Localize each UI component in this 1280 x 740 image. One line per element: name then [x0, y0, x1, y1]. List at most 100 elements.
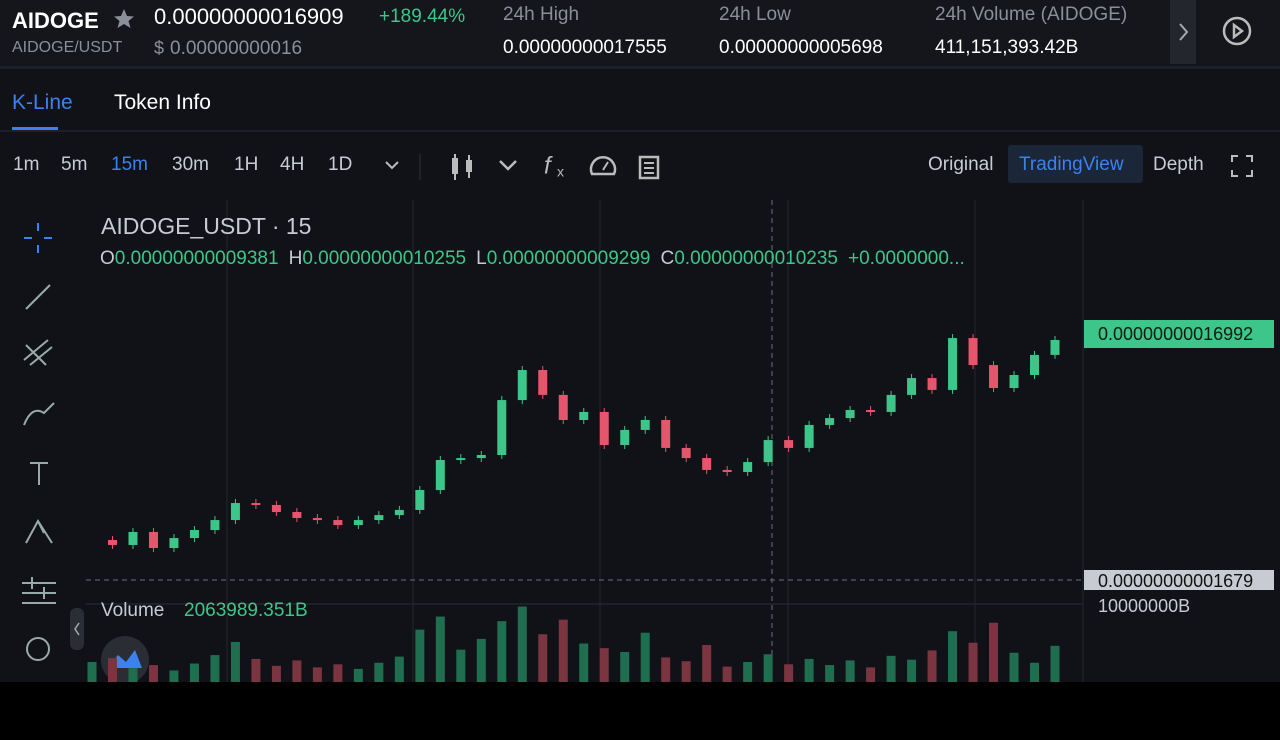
candle-body: [681, 447, 691, 459]
volume-bar: [497, 621, 507, 682]
candle-body: [456, 458, 466, 461]
volume-bar: [251, 658, 261, 682]
volume-bar: [620, 651, 630, 682]
candle-body: [722, 469, 732, 473]
volume-bar: [661, 657, 671, 682]
tab[interactable]: Token Info: [114, 91, 211, 114]
view[interactable]: TradingView: [1019, 154, 1124, 175]
scroll-button[interactable]: [1170, 0, 1196, 64]
volume-bar: [271, 665, 281, 682]
candle-body: [927, 378, 937, 390]
volume-bar: [743, 661, 753, 682]
view-highlight: [1008, 145, 1143, 183]
svg-text:f: f: [544, 152, 553, 179]
symbol: AIDOGE: [12, 8, 99, 33]
candle-body: [394, 509, 404, 516]
volume-bar: [312, 667, 322, 682]
fullscreen[interactable]: [1230, 154, 1254, 178]
volume-bar: [128, 668, 138, 682]
volume-bar: [517, 606, 527, 682]
volume-bar: [374, 662, 384, 682]
volume-bar: [968, 642, 978, 682]
candle-body: [271, 504, 281, 513]
volume-bar: [722, 666, 732, 682]
ohlc-value: 0.00000000009381: [114, 248, 279, 269]
price: 0.00000000016909: [154, 4, 344, 29]
candle-body: [804, 424, 814, 448]
volume-bar: [394, 656, 404, 682]
tab-underline: [12, 127, 58, 130]
view[interactable]: Depth: [1153, 154, 1204, 175]
svg-text:x: x: [557, 164, 564, 180]
drawing-tools[interactable]: [18, 215, 62, 675]
volume-bar: [456, 649, 466, 682]
candle-body: [579, 411, 589, 420]
stat-label: 24h Low: [719, 4, 791, 25]
candle-body: [620, 429, 630, 446]
candle-body: [497, 400, 507, 455]
candle-body: [476, 454, 486, 459]
candle-body: [702, 458, 712, 470]
interval[interactable]: 4H: [280, 154, 305, 175]
play-button[interactable]: [1220, 14, 1254, 48]
volume-value: 2063989.351B: [184, 600, 308, 621]
stat-label: 24h Volume (AIDOGE): [935, 4, 1128, 25]
candle-body: [435, 459, 445, 491]
volume-bar: [476, 638, 486, 682]
favorite-star[interactable]: [112, 7, 136, 31]
candle-body: [169, 538, 179, 549]
cross-tag-bg: [1084, 570, 1274, 590]
pair: AIDOGE/USDT: [12, 39, 123, 56]
view[interactable]: Original: [928, 154, 994, 175]
volume-bar: [948, 631, 958, 682]
tab[interactable]: K-Line: [12, 91, 73, 114]
fiat-price: 0.00000000016: [170, 38, 303, 59]
candle-body: [968, 338, 978, 366]
interval[interactable]: 1H: [234, 154, 259, 175]
volume-bar: [1009, 652, 1019, 682]
grid: [86, 200, 1084, 682]
interval[interactable]: 1m: [13, 154, 40, 175]
volume-bar: [866, 667, 876, 682]
volume-bar: [1030, 662, 1040, 682]
ohlc-value: 0.00000000010255: [302, 248, 467, 269]
candle-body: [763, 440, 773, 463]
interval[interactable]: 5m: [61, 154, 88, 175]
divider: [0, 130, 1280, 132]
candle-body: [107, 539, 117, 545]
price-tag: 0.00000000016992: [1098, 324, 1253, 344]
candle-body: [251, 503, 261, 506]
cross-tag: 0.00000000001679: [1098, 571, 1253, 591]
ohlc-value: 0.00000000009299: [486, 248, 651, 269]
currency: $: [154, 38, 165, 58]
interval[interactable]: 30m: [172, 154, 209, 175]
volume-tick: 10000000B: [1098, 596, 1190, 616]
stat-label: 24h High: [503, 4, 580, 25]
candle-body: [784, 440, 794, 448]
candle-body: [1030, 354, 1040, 375]
interval[interactable]: 1D: [328, 154, 353, 175]
candle-body: [230, 503, 240, 521]
volume-bar: [784, 664, 794, 682]
ohlc-value: 0.00000000010235: [674, 248, 839, 269]
volume-bar: [435, 616, 445, 682]
candle-body: [538, 370, 548, 395]
volume-bar: [415, 629, 425, 682]
collapse-toolbar[interactable]: [70, 608, 84, 650]
volume-bar: [989, 622, 999, 682]
candle-body: [866, 410, 876, 413]
volume-bar: [886, 655, 896, 682]
volume-bar: [169, 670, 179, 682]
volume-bar: [640, 632, 650, 682]
volume-bar: [702, 645, 712, 682]
volume-bar: [148, 665, 158, 682]
candle-body: [312, 517, 322, 521]
interval[interactable]: 15m: [111, 154, 148, 175]
price-tag-bg: [1084, 320, 1274, 348]
candle-body: [292, 512, 302, 518]
candle-body: [210, 520, 220, 531]
volume-bar: [845, 660, 855, 682]
candle-body: [1009, 374, 1019, 389]
price-change: +189.44%: [379, 6, 466, 27]
